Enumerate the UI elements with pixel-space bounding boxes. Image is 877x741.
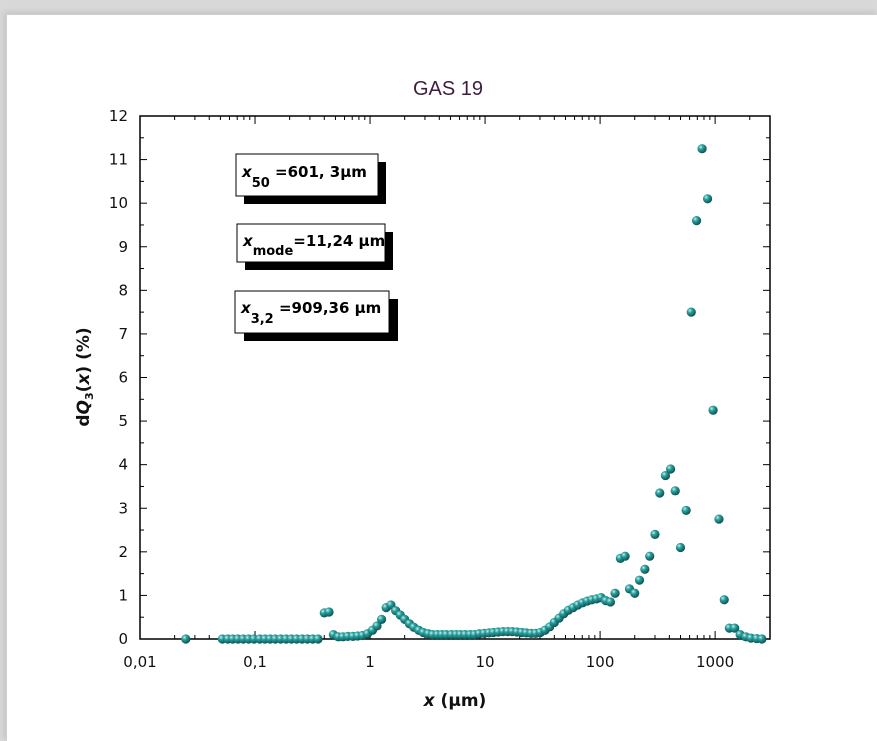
data-point — [697, 144, 707, 154]
data-point — [681, 505, 691, 516]
y-tick-label: 7 — [118, 325, 128, 343]
data-point — [620, 551, 630, 561]
annotation-x50: x50 =601, 3μm — [235, 153, 386, 204]
y-tick-label: 11 — [109, 151, 128, 169]
data-point — [655, 488, 665, 498]
data-point — [665, 464, 676, 474]
y-axis-label: dQ3(x) (%) — [74, 327, 96, 426]
data-point — [730, 623, 740, 633]
y-tick-label: 10 — [109, 194, 128, 212]
data-point — [376, 614, 387, 624]
svg-text:xmode=11,24 μm: xmode=11,24 μm — [242, 232, 385, 259]
data-point — [708, 405, 718, 415]
data-point — [181, 634, 191, 644]
y-tick-label: 1 — [118, 586, 128, 604]
y-tick-label: 3 — [118, 499, 128, 517]
data-point — [691, 216, 702, 226]
data-point — [605, 597, 616, 607]
chart-frame: GAS 19 0 1 2 3 4 5 6 7 8 9 10 11 12 0,01 0,1 1 10 100 1000… — [6, 14, 877, 741]
y-tick-label: 8 — [118, 281, 128, 299]
data-point — [670, 486, 680, 496]
data-point — [640, 564, 650, 574]
x-tick-label: 100 — [586, 653, 615, 671]
y-tick-label: 4 — [118, 456, 128, 474]
data-point — [645, 551, 655, 561]
data-point — [660, 470, 671, 481]
y-tick-label: 9 — [118, 238, 128, 256]
svg-text:x3,2 =909,36 μm: x3,2 =909,36 μm — [240, 299, 381, 327]
data-points — [181, 144, 767, 644]
data-point — [610, 588, 620, 598]
x-tick-label: 10 — [476, 653, 495, 671]
x-tick-label: 1 — [365, 653, 375, 671]
svg-text:x50 =601, 3μm: x50 =601, 3μm — [241, 163, 367, 191]
data-point — [757, 634, 767, 644]
data-point — [686, 307, 696, 317]
data-point — [675, 542, 686, 553]
data-point — [650, 529, 660, 540]
plot-area — [139, 115, 771, 640]
data-point — [324, 607, 334, 617]
y-tick-label: 6 — [118, 369, 128, 387]
data-point — [714, 514, 724, 524]
data-point — [719, 595, 729, 605]
annotation-x32: x3,2 =909,36 μm — [234, 290, 398, 341]
y-tick-label: 2 — [118, 543, 128, 561]
y-tick-label: 0 — [118, 630, 128, 648]
x-tick-label: 1000 — [696, 653, 734, 671]
data-point — [634, 575, 645, 585]
data-point — [702, 194, 713, 204]
x-tick-label: 0,01 — [123, 653, 156, 671]
chart-title: GAS 19 — [413, 78, 483, 100]
x-tick-label: 0,1 — [243, 653, 267, 671]
data-point — [313, 634, 323, 644]
annotation-xmode: xmode=11,24 μm — [236, 223, 393, 270]
x-axis-label: x (μm) — [423, 691, 487, 711]
y-tick-label: 12 — [109, 107, 128, 125]
y-tick-label: 5 — [118, 412, 128, 430]
data-point — [372, 621, 382, 631]
data-point — [630, 588, 640, 598]
